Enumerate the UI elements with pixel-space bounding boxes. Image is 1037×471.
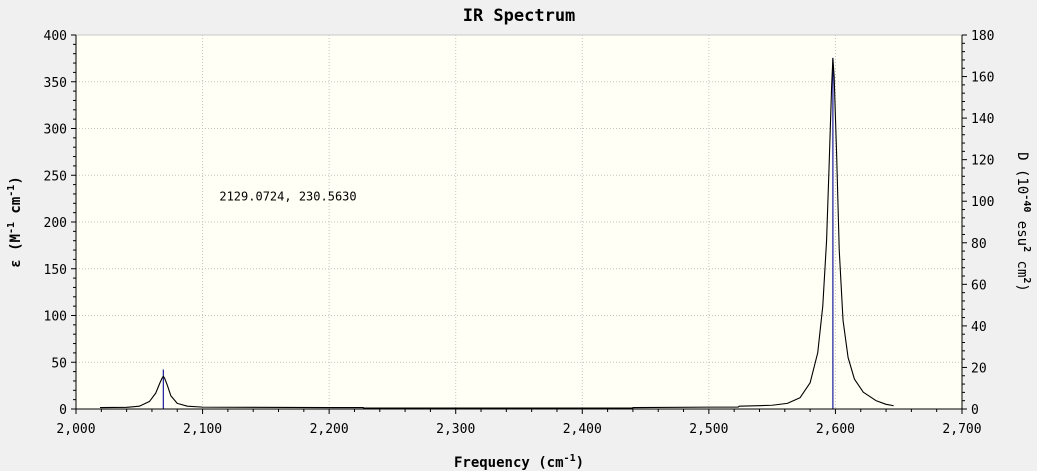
y-left-tick-label: 300 bbox=[44, 123, 67, 138]
y-left-tick-label: 400 bbox=[44, 29, 67, 44]
y-left-tick-label: 200 bbox=[44, 216, 67, 231]
x-tick-label: 2,200 bbox=[310, 422, 349, 437]
y-left-tick-label: 350 bbox=[44, 76, 67, 91]
x-axis-title: Frequency (cm-1) bbox=[454, 453, 584, 471]
y-right-tick-label: 0 bbox=[971, 403, 979, 418]
axis-tick-labels: 2,000 2,100 2,200 2,300 2,400 2,500 2,600 2,700… bbox=[44, 29, 995, 437]
cursor-coordinate-readout: 2129.0724, 230.5630 bbox=[219, 189, 356, 203]
x-tick-label: 2,500 bbox=[689, 422, 728, 437]
y-right-tick-label: 40 bbox=[971, 320, 987, 335]
y-axis-left-title: ε (M-1 cm-1) bbox=[6, 176, 24, 268]
x-tick-label: 2,700 bbox=[942, 422, 981, 437]
y-right-tick-label: 100 bbox=[971, 195, 994, 210]
spectrum-line bbox=[100, 57, 894, 409]
x-tick-label: 2,300 bbox=[436, 422, 475, 437]
chart-marks bbox=[100, 57, 894, 409]
y-left-tick-label: 100 bbox=[44, 310, 67, 325]
y-right-tick-label: 120 bbox=[971, 154, 994, 169]
y-left-tick-label: 250 bbox=[44, 169, 67, 184]
y-right-tick-label: 160 bbox=[971, 71, 994, 86]
y-left-tick-label: 50 bbox=[51, 356, 67, 371]
y-right-tick-label: 140 bbox=[971, 112, 994, 127]
x-tick-label: 2,100 bbox=[183, 422, 222, 437]
x-tick-label: 2,600 bbox=[816, 422, 855, 437]
x-tick-label: 2,400 bbox=[563, 422, 602, 437]
chart-title: IR Spectrum bbox=[463, 6, 576, 26]
y-right-tick-label: 20 bbox=[971, 361, 987, 376]
y-right-tick-label: 60 bbox=[971, 278, 987, 293]
y-left-tick-label: 0 bbox=[59, 403, 67, 418]
y-axis-right-title: D (10-40 esu2 cm2) bbox=[1014, 152, 1032, 292]
y-left-tick-label: 150 bbox=[44, 263, 67, 278]
y-right-tick-label: 80 bbox=[971, 237, 987, 252]
grid-lines bbox=[76, 35, 962, 409]
y-right-tick-label: 180 bbox=[971, 29, 994, 44]
x-tick-label: 2,000 bbox=[56, 422, 95, 437]
